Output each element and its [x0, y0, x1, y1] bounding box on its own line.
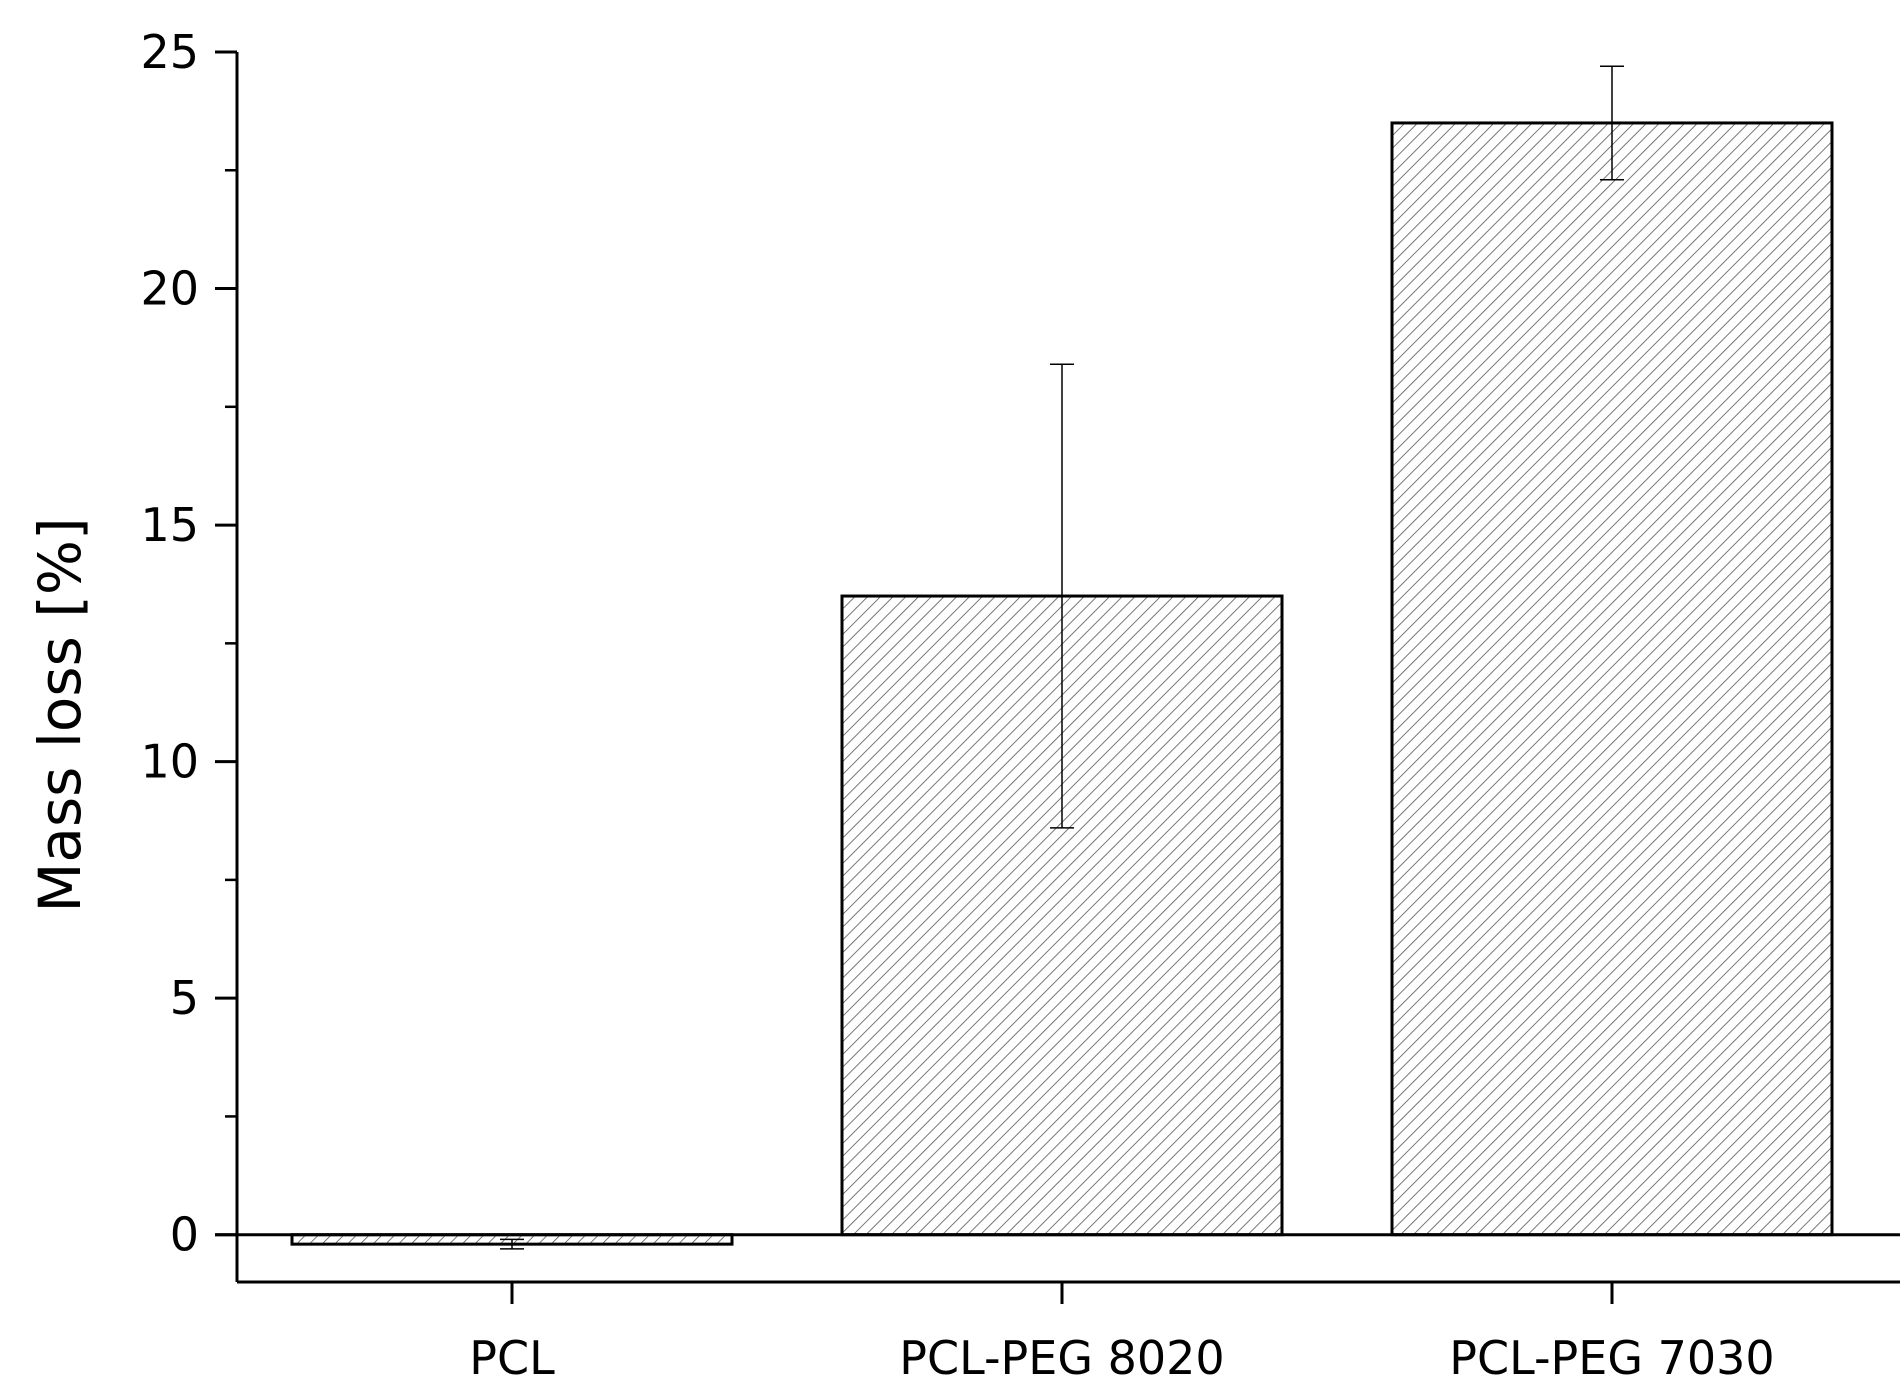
x-tick-label-2: PCL-PEG 7030	[1449, 1331, 1774, 1381]
axes-layer	[215, 50, 1900, 1304]
x-tick-label-1: PCL-PEG 8020	[899, 1331, 1224, 1381]
bar-2	[1390, 121, 1834, 1237]
y-tick-label-20: 20	[140, 262, 199, 316]
y-axis-title: Mass loss [%]	[26, 517, 94, 912]
x-tick-label-0: PCL	[469, 1331, 555, 1381]
y-tick-label-5: 5	[170, 971, 199, 1025]
bars-layer	[290, 65, 1834, 1250]
y-tick-label-15: 15	[140, 498, 199, 552]
y-tick-label-0: 0	[170, 1208, 199, 1262]
labels-layer: 0 5 10 15 20 25 PCL PCL-PEG 8020 PCL-PEG 7030	[140, 25, 1774, 1385]
y-tick-label-25: 25	[140, 25, 199, 79]
y-tick-label-10: 10	[140, 735, 199, 789]
